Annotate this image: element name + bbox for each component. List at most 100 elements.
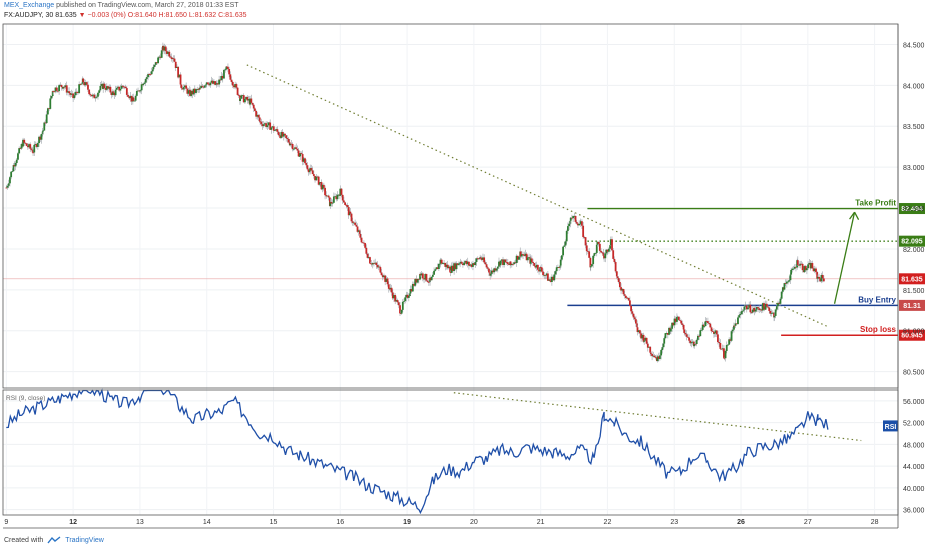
candle-body [389,287,392,290]
candle-body [48,108,50,110]
candle-body [325,195,328,197]
candle-body [137,90,139,92]
candle-body [710,327,713,332]
candle-body [278,135,281,136]
rsi-trendline [453,392,862,442]
candle-body [111,91,114,95]
candle-body [89,94,92,95]
candle-body [683,329,686,334]
candle-body [221,75,224,79]
candle-body [703,324,705,327]
candle-body [686,336,689,338]
candle-body [349,211,352,214]
candle-body [654,357,657,359]
candle-body [145,77,148,79]
candle-body [393,294,395,299]
candle-body [761,303,764,311]
candle-body [478,258,480,260]
candle-body [60,84,63,88]
candle-body [118,86,121,91]
candle-body [219,79,222,81]
candle-body [166,51,168,54]
candle-body [515,255,518,264]
rsi-tick-label: 52.000 [903,421,925,428]
candle-body [44,122,47,124]
candle-body [733,325,735,330]
candle-body [443,262,445,264]
candle-body [804,266,807,271]
candle-body [571,217,573,219]
candle-body [282,133,285,137]
candle-body [319,182,322,183]
candle-body [380,272,383,276]
author-link[interactable]: MEX_Exchange [4,2,55,9]
candle-body [816,272,819,279]
candle-body [676,317,678,322]
candle-body [356,226,359,232]
candle-body [676,316,679,318]
candle-body [330,201,333,204]
candle-body [573,215,576,217]
candle-body [290,143,293,145]
candle-body [445,264,448,267]
candle-body [113,92,116,96]
tradingview-brand[interactable]: TradingView [65,536,104,544]
candle-body [294,147,296,149]
candle-body [157,57,159,64]
candle-body [631,311,634,314]
candle-body [174,61,177,69]
candle-body [606,249,609,252]
candle-body [117,86,119,88]
candle-body [399,305,401,314]
candle-body [205,84,207,86]
rsi-tick-label: 48.000 [903,442,925,449]
candle-body [207,82,209,85]
candle-body [424,273,427,280]
candle-body [401,301,404,310]
candle-body [225,66,228,70]
candle-body [539,267,542,268]
candle-body [811,263,814,269]
candle-body [644,337,647,341]
candle-body [591,264,593,267]
candle-body [326,195,329,197]
candle-body [525,253,528,261]
candle-body [321,184,324,190]
candle-body [162,45,165,51]
candle-body [259,121,262,123]
candle-body [430,276,433,281]
candle-body [123,86,126,88]
candle-body [662,343,665,348]
candle-body [291,143,294,150]
candle-body [665,332,668,334]
candle-body [416,278,419,283]
candle-body [6,185,9,188]
candle-body [357,230,360,232]
candle-body [621,288,624,291]
candle-body [234,84,237,88]
candle-body [306,165,309,170]
candle-body [214,81,217,85]
chart-grid [3,24,898,515]
candle-body [688,337,690,341]
candle-body [410,289,413,292]
candle-body [297,150,300,157]
candle-body [150,71,153,75]
candle-body [68,91,71,94]
candle-body [462,263,464,266]
price-tick-label: 84.000 [903,83,925,90]
candle-body [281,132,284,137]
candle-body [558,267,561,268]
candle-body [143,82,146,84]
candle-body [163,46,166,51]
candle-body [545,273,548,276]
candle-body [711,331,714,332]
candle-body [311,170,314,175]
candle-body [296,148,299,151]
candle-body [239,98,242,101]
candle-body [95,96,98,98]
candle-body [666,332,669,335]
candle-body [217,83,219,85]
candle-body [58,85,61,92]
